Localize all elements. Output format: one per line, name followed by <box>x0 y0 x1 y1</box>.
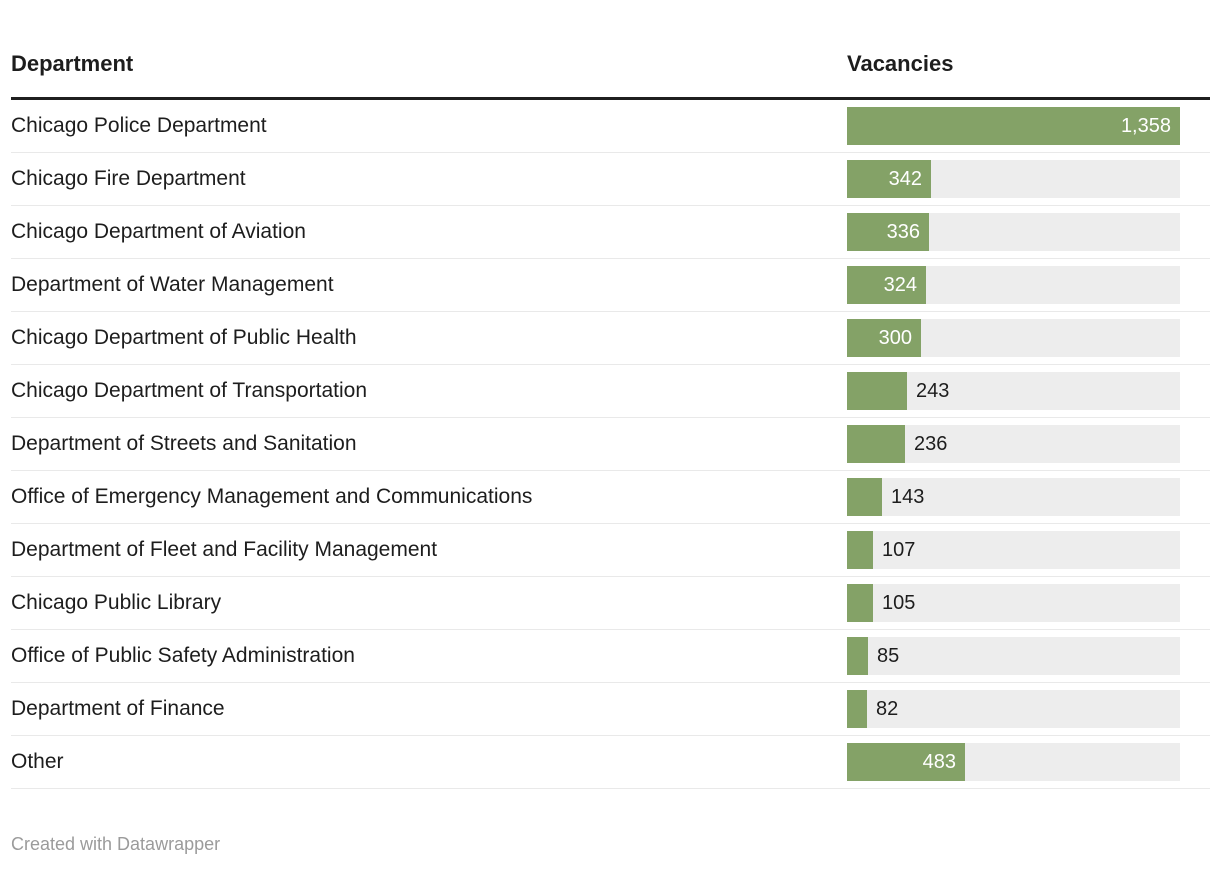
bar-fill <box>847 266 926 304</box>
bar-fill <box>847 531 873 569</box>
bar-fill <box>847 160 931 198</box>
bar-fill <box>847 637 868 675</box>
bar-track: 105 <box>847 584 1180 622</box>
row-label-department: Chicago Fire Department <box>11 167 246 190</box>
datawrapper-attribution-link[interactable]: Created with Datawrapper <box>11 834 221 854</box>
bar-fill <box>847 478 882 516</box>
bar-fill <box>847 372 907 410</box>
bar-value-label: 82 <box>876 698 899 720</box>
bar-track: 82 <box>847 690 1180 728</box>
bar-track: 342 <box>847 160 1180 198</box>
bar-value-label: 105 <box>882 592 916 614</box>
bar-track: 85 <box>847 637 1180 675</box>
table-row: Chicago Department of Transportation 243 <box>11 365 1210 418</box>
table-row: Department of Water Management 324 <box>11 259 1210 312</box>
table-row: Department of Finance 82 <box>11 683 1210 736</box>
bar-value-label: 336 <box>886 221 920 243</box>
row-label-department: Office of Public Safety Administration <box>11 644 355 667</box>
bar-value-label: 243 <box>916 380 950 402</box>
bar-fill <box>847 425 905 463</box>
bar-value-label: 107 <box>882 539 916 561</box>
bar-track: 324 <box>847 266 1180 304</box>
table-body: Chicago Police Department 1,358 Chicago Fi… <box>11 100 1210 789</box>
bar-value-label: 143 <box>891 486 925 508</box>
table-row: Other 483 <box>11 736 1210 789</box>
row-label-department: Department of Finance <box>11 697 225 720</box>
row-label-department: Chicago Police Department <box>11 114 267 137</box>
bar-track: 107 <box>847 531 1180 569</box>
bar-fill <box>847 319 921 357</box>
bar-fill <box>847 107 1180 145</box>
bar-fill <box>847 213 929 251</box>
table-row: Department of Fleet and Facility Managem… <box>11 524 1210 577</box>
row-label-department: Department of Streets and Sanitation <box>11 432 357 455</box>
table-row: Chicago Department of Public Health 300 <box>11 312 1210 365</box>
bar-value-label: 1,358 <box>1120 115 1171 137</box>
table-row: Chicago Police Department 1,358 <box>11 100 1210 153</box>
column-header-department: Department <box>11 51 134 76</box>
bar-fill <box>847 690 867 728</box>
bar-fill <box>847 584 873 622</box>
bar-value-label: 236 <box>914 433 948 455</box>
row-label-department: Chicago Department of Aviation <box>11 220 306 243</box>
table-header-row: Department Vacancies <box>11 0 1210 100</box>
bar-track: 243 <box>847 372 1180 410</box>
bar-value-label: 483 <box>922 751 956 773</box>
column-header-vacancies: Vacancies <box>847 51 954 76</box>
bar-track: 1,358 <box>847 107 1180 145</box>
row-label-department: Chicago Public Library <box>11 591 222 614</box>
row-label-department: Office of Emergency Management and Commu… <box>11 485 533 508</box>
bar-value-label: 300 <box>878 327 912 349</box>
table-row: Office of Emergency Management and Commu… <box>11 471 1210 524</box>
bar-track: 336 <box>847 213 1180 251</box>
bar-track: 236 <box>847 425 1180 463</box>
row-label-department: Chicago Department of Public Health <box>11 326 357 349</box>
bar-value-label: 324 <box>883 274 917 296</box>
row-label-department: Department of Water Management <box>11 273 334 296</box>
bar-track: 143 <box>847 478 1180 516</box>
bar-track: 483 <box>847 743 1180 781</box>
bar-value-label: 342 <box>888 168 922 190</box>
row-label-department: Department of Fleet and Facility Managem… <box>11 538 438 561</box>
table-row: Chicago Fire Department 342 <box>11 153 1210 206</box>
bar-fill <box>847 743 965 781</box>
row-label-department: Other <box>11 750 64 773</box>
bar-value-label: 85 <box>877 645 900 667</box>
table-row: Department of Streets and Sanitation 236 <box>11 418 1210 471</box>
row-label-department: Chicago Department of Transportation <box>11 379 368 402</box>
bar-track: 300 <box>847 319 1180 357</box>
table-row: Chicago Public Library 105 <box>11 577 1210 630</box>
table-row: Chicago Department of Aviation 336 <box>11 206 1210 259</box>
table-row: Office of Public Safety Administration 85 <box>11 630 1210 683</box>
